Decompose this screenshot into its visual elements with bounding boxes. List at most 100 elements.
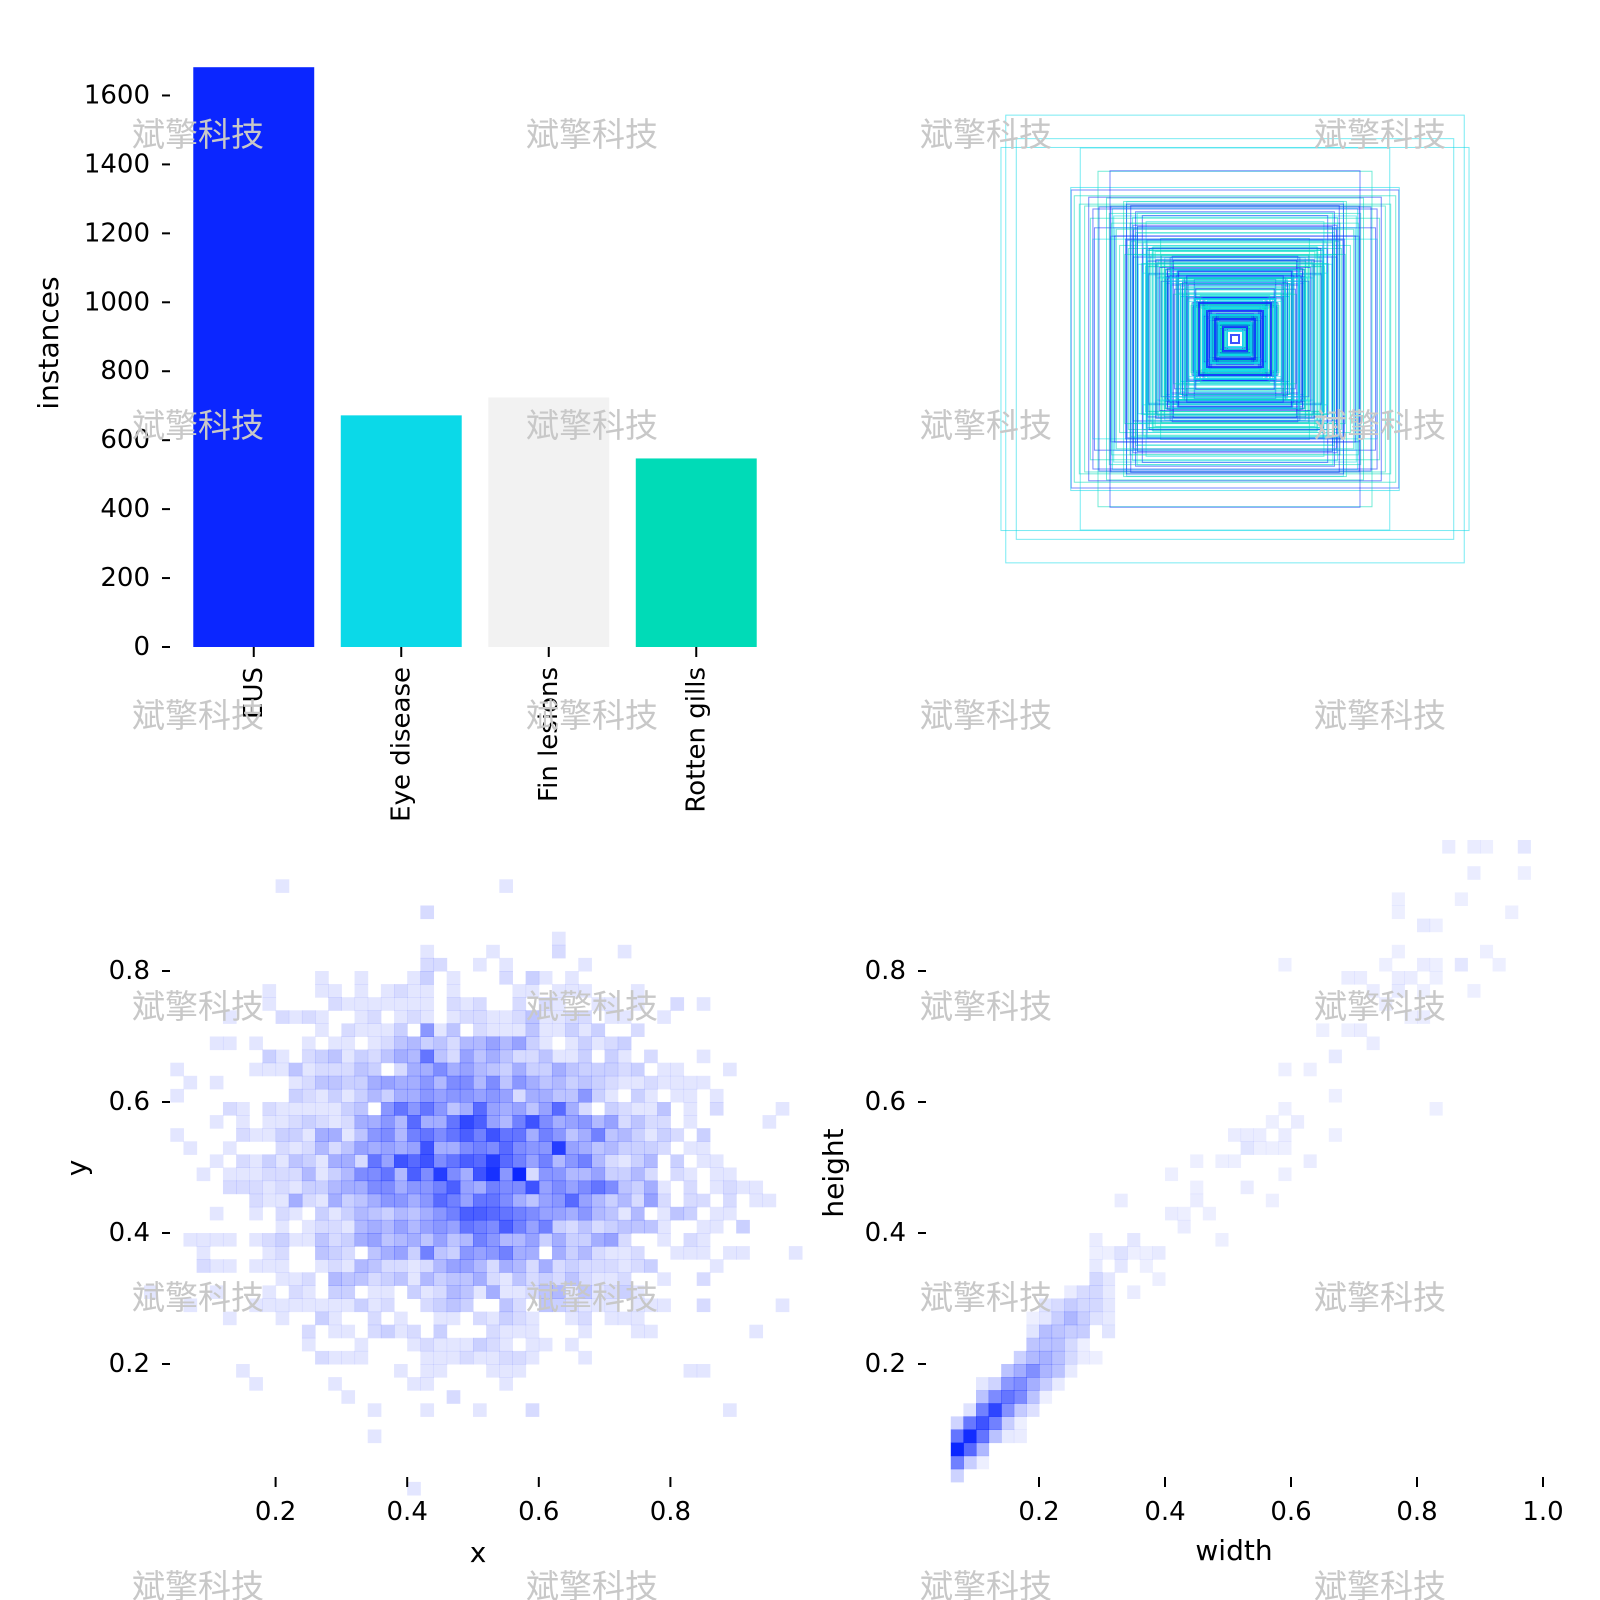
heatmap-cell [341, 1206, 356, 1221]
heatmap-cell [565, 1167, 579, 1182]
heatmap-cell [354, 1102, 369, 1116]
heatmap-cell [262, 1115, 277, 1129]
box-outline [1124, 253, 1346, 425]
heatmap-cell [578, 1233, 592, 1247]
heatmap-cell [657, 1206, 671, 1221]
heatmap-cell [367, 1115, 382, 1129]
heatmap-cell [394, 1259, 408, 1273]
heatmap-cell [407, 1180, 421, 1195]
heatmap-cell [578, 1246, 592, 1260]
heatmap-cell [565, 1062, 579, 1077]
heatmap-cell [683, 1233, 698, 1247]
heatmap-cell [525, 1115, 540, 1129]
heatmap-cell [525, 1075, 540, 1090]
heatmap-cell [328, 1311, 342, 1326]
heatmap-cell [499, 1102, 513, 1116]
heatmap-cell [486, 1102, 500, 1116]
heatmap-cell [512, 1324, 527, 1339]
heatmap-cell [551, 1075, 566, 1090]
heatmap-cell [525, 1233, 540, 1247]
heatmap-cell [394, 1246, 408, 1260]
heatmap-cell [486, 1259, 500, 1273]
heatmap-cell [288, 1285, 303, 1299]
heatmap-cell [315, 1311, 329, 1326]
heatmap-cell [1026, 1350, 1040, 1365]
heatmap-cell [525, 1324, 540, 1339]
box-outline [1206, 310, 1264, 368]
heatmap-cell [525, 1049, 540, 1064]
box-outline [1158, 266, 1312, 412]
heatmap-cell [657, 1298, 671, 1313]
heatmap-cell [486, 1141, 500, 1155]
heatmap-cell [565, 1154, 579, 1168]
watermark-text: 斌擎科技 [1314, 406, 1446, 445]
heatmap-cell [630, 1154, 645, 1168]
heatmap-cell [459, 1036, 474, 1051]
heatmap-cell [1429, 957, 1443, 972]
heatmap-cell [420, 1128, 435, 1142]
heatmap-cell [512, 1285, 527, 1299]
box-outline [1015, 138, 1455, 540]
heatmap-cell [1517, 866, 1531, 880]
heatmap-cell [630, 1219, 645, 1234]
heatmap-cell [407, 1036, 421, 1051]
heatmap-cell [328, 1088, 342, 1103]
heatmap-cell [367, 1298, 382, 1313]
heatmap-cell [446, 1062, 461, 1077]
heatmap-cell [1076, 1337, 1090, 1352]
heatmap-cell [578, 1062, 592, 1077]
heatmap-cell [222, 1141, 237, 1155]
heatmap-cell [367, 1246, 382, 1260]
heatmap-cell [709, 1167, 724, 1182]
heatmap-cell [644, 1141, 658, 1155]
heatmap-cell [551, 1272, 566, 1286]
heatmap-cell [341, 1167, 356, 1182]
heatmap-cell [473, 1115, 487, 1129]
heatmap-cell [262, 1167, 277, 1182]
heatmap-cell [617, 1272, 632, 1286]
heatmap-cell [1102, 1298, 1116, 1313]
heatmap-cell [1102, 1311, 1116, 1326]
heatmap-cell [1152, 1272, 1166, 1286]
heatmap-cell [367, 1023, 382, 1037]
heatmap-cell [433, 1049, 448, 1064]
watermark-text: 斌擎科技 [1314, 1278, 1446, 1317]
heatmap-cell [420, 1075, 435, 1090]
heatmap-cell [499, 1075, 513, 1090]
box-outline [1092, 208, 1378, 470]
heatmap-cell [420, 1049, 435, 1064]
heatmap-cell [578, 1115, 592, 1129]
watermark-text: 斌擎科技 [132, 115, 264, 154]
heatmap-cell [630, 1141, 645, 1155]
watermark-text: 斌擎科技 [1314, 1567, 1446, 1600]
heatmap-cell [1278, 957, 1292, 972]
heatmap-cell [354, 1298, 369, 1313]
heatmap-cell [670, 1206, 685, 1221]
heatmap-cell [380, 1049, 395, 1064]
heatmap-cell [512, 1298, 527, 1313]
heatmap-cell [407, 1481, 421, 1496]
heatmap-cell [683, 1102, 698, 1116]
heatmap-cell [275, 879, 290, 893]
heatmap-cell [328, 1180, 342, 1195]
heatmap-cell [565, 1219, 579, 1234]
heatmap-cell [367, 1088, 382, 1103]
heatmap-cell [644, 1115, 658, 1129]
heatmap-cell [1303, 1062, 1317, 1077]
heatmap-cell [538, 1115, 553, 1129]
heatmap-cell [446, 1219, 461, 1234]
heatmap-cell [1026, 1364, 1040, 1378]
heatmap-cell [262, 1285, 277, 1299]
heatmap-cell [499, 957, 513, 972]
heatmap-cell [446, 1298, 461, 1313]
heatmap-cell [420, 1285, 435, 1299]
heatmap-cell [630, 1193, 645, 1208]
x-tick-label: 0.4 [387, 1497, 428, 1527]
heatmap-cell [657, 1180, 671, 1195]
box-outline [1198, 302, 1272, 376]
heatmap-cell [407, 1115, 421, 1129]
heatmap-cell [380, 1206, 395, 1221]
heatmap-cell [249, 1036, 263, 1051]
heatmap-cell [696, 1049, 711, 1064]
heatmap-cell [630, 1088, 645, 1103]
